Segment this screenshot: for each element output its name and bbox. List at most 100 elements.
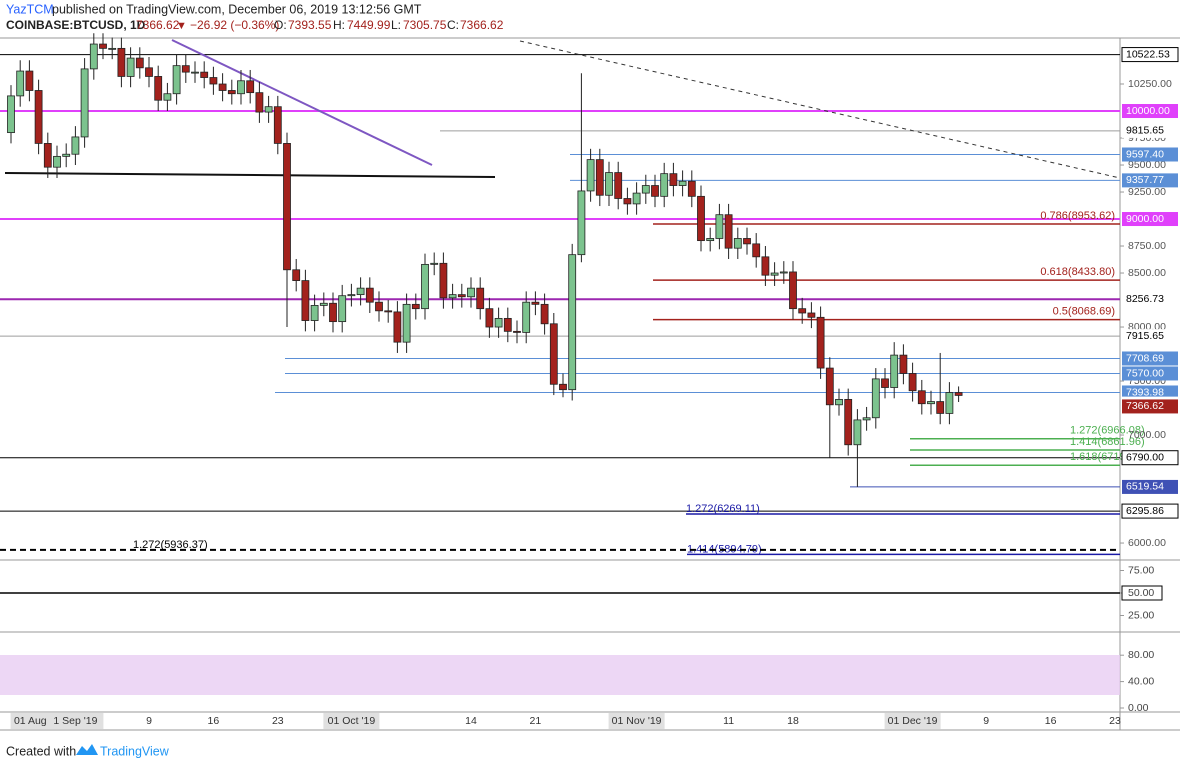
y-tick-label: 8500.00: [1128, 267, 1166, 279]
fib-label: 1.272(6269.11): [686, 503, 760, 515]
candle-body: [62, 153, 71, 157]
candle-body: [16, 70, 25, 97]
candle-body: [568, 254, 577, 391]
candle-body: [227, 90, 236, 95]
level-label: 9597.40: [1126, 148, 1164, 160]
x-tick-label: 9: [146, 715, 152, 727]
rsi-tick-label: 75.00: [1128, 564, 1154, 576]
candle-body: [338, 295, 347, 323]
candle-body: [660, 173, 669, 197]
fib-label: 1.272(6966.08): [1070, 425, 1145, 437]
candle-body: [908, 373, 917, 392]
candle-body: [89, 43, 98, 70]
level-label-bg: [1122, 104, 1178, 119]
rsi-label-bg: [1121, 585, 1163, 601]
candle-body: [485, 308, 494, 328]
y-tick-label: 10250.00: [1128, 78, 1172, 90]
candle-body: [402, 303, 411, 343]
level-label: 9815.65: [1126, 125, 1164, 137]
level-label-bg: [1122, 329, 1178, 344]
level-label: 10000.00: [1126, 105, 1170, 117]
candle-body: [871, 378, 880, 419]
candle-body: [191, 71, 199, 74]
candle-body: [292, 269, 301, 281]
high-label: H:: [333, 18, 345, 32]
candle-body: [384, 310, 393, 313]
x-tick-label: 11: [723, 715, 734, 727]
candle-body: [283, 143, 291, 271]
x-tick-label: 9: [983, 715, 989, 727]
x-label-bg: [47, 713, 104, 729]
candle-body: [181, 65, 190, 73]
candle-body: [457, 294, 466, 298]
x-tick-label: 01 Dec '19: [888, 715, 938, 727]
level-label: 7708.69: [1126, 352, 1164, 364]
stoch-band: [0, 655, 1120, 695]
price-label-bg: [1122, 399, 1178, 414]
candle-body: [365, 287, 374, 303]
fib-label: 0.5(8068.69): [1053, 306, 1115, 318]
candle-body: [623, 198, 632, 205]
candle-body: [301, 280, 310, 321]
candle-body: [145, 67, 153, 77]
candle-body: [209, 77, 218, 85]
candle-body: [761, 256, 770, 276]
candle-body: [641, 185, 650, 194]
trendline: [171, 39, 433, 166]
candle-body: [319, 302, 328, 306]
candle-body: [881, 378, 889, 388]
candle-body: [513, 330, 521, 333]
candle-body: [154, 76, 163, 101]
candle-body: [135, 57, 144, 69]
candle-body: [531, 301, 540, 305]
candle-body: [733, 238, 742, 249]
last-price: 7366.62: [136, 18, 180, 32]
level-label: 6790.00: [1126, 451, 1164, 463]
candle-body: [807, 312, 816, 318]
candle-body: [853, 419, 862, 446]
level-label-bg: [1122, 479, 1178, 494]
candle-body: [163, 93, 172, 101]
candle-body: [200, 71, 209, 78]
candle-body: [255, 92, 264, 113]
candle-body: [890, 354, 899, 388]
rsi-tick-label: 50.00: [1128, 587, 1154, 599]
candle-body: [789, 271, 797, 310]
candle-body: [678, 180, 687, 186]
level-label-bg: [1121, 503, 1179, 519]
candle-body: [393, 311, 402, 343]
fib-label: 0.786(8953.62): [1040, 210, 1115, 222]
candle-body: [7, 95, 15, 134]
candle-body: [825, 367, 834, 406]
stoch-tick-label: 0.00: [1128, 702, 1149, 714]
x-tick-label: 14: [465, 715, 477, 727]
level-label: 8256.73: [1126, 293, 1164, 305]
level-label-bg: [1122, 173, 1178, 188]
candle-body: [172, 65, 181, 95]
candle-body: [347, 294, 356, 297]
x-label-bg: [608, 713, 665, 729]
axis: 10250.009750.009500.009250.008750.008500…: [10, 47, 1179, 729]
stoch-tick-label: 40.00: [1128, 675, 1154, 687]
candle-body: [844, 398, 853, 446]
level-label-bg: [1121, 450, 1179, 466]
candle-body: [559, 383, 567, 391]
y-tick-label: 8750.00: [1128, 240, 1166, 252]
candle-body: [108, 47, 117, 50]
candle-body: [80, 68, 89, 138]
candle-body: [779, 271, 788, 274]
trendline: [519, 40, 1121, 179]
fib-label: 1.414(6861.96): [1070, 436, 1145, 448]
candle-body: [356, 287, 365, 296]
candle-body: [586, 159, 595, 192]
x-tick-label: 16: [208, 715, 220, 727]
candle-body: [816, 316, 825, 369]
candle-body: [945, 392, 954, 414]
candle-body: [927, 401, 935, 405]
candle-body: [310, 305, 319, 321]
candle-body: [329, 302, 337, 323]
x-tick-label: 23: [272, 715, 284, 727]
candle-body: [43, 143, 52, 168]
